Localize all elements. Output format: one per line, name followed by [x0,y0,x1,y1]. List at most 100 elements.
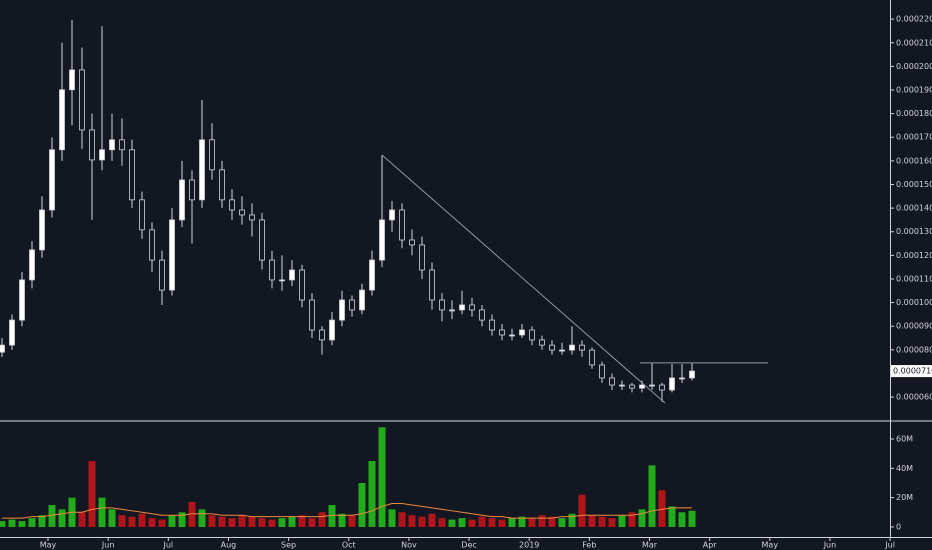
candle-body [39,209,45,251]
volume-bar [188,502,196,527]
volume-bar [548,516,556,527]
volume-bar [678,512,686,527]
candle-body [529,329,535,341]
volume-bar [88,460,96,527]
y-tick-label: 0.00011000 [896,274,932,283]
candle-body [569,344,575,351]
y-tick-label: 0.00009000 [896,322,932,331]
x-tick-label: Aug [221,541,237,550]
x-tick-label: 2019 [519,541,539,550]
candle-body [179,179,185,221]
x-tick-label: Mar [642,541,658,550]
volume-bar [418,516,426,527]
x-tick-label: Jul [884,541,895,550]
volume-bar [298,515,306,527]
volume-bar [518,516,526,527]
x-tick-label: Nov [401,541,417,550]
candle-body [509,334,515,337]
volume-bar [178,512,186,527]
volume-bar [138,513,146,527]
candle-body [279,279,285,282]
candle-body [209,139,215,171]
last-price-label: 0.00007101 [893,367,932,376]
y-tick-label: 0.00006000 [896,393,932,402]
candle-body [99,149,105,161]
volume-bar [398,512,406,527]
candle-body [199,139,205,201]
volume-bar [0,521,6,527]
candle-body [79,69,85,131]
candle-body [49,149,55,211]
candle-body [599,364,605,379]
y-tick-label: 0.00008000 [896,345,932,354]
volume-bar [38,515,46,527]
candle-body [369,259,375,291]
candle-body [149,229,155,261]
x-tick-label: Oct [342,541,356,550]
volume-bar [258,518,266,527]
x-tick-label: Dec [461,541,476,550]
volume-bar [48,504,56,527]
volume-bar [28,518,36,527]
y-tick-label: 0.00017000 [896,133,932,142]
volume-bar [498,519,506,527]
candle-body [119,139,125,151]
volume-bar [208,515,216,527]
x-tick-label: Feb [582,541,596,550]
volume-bar [118,515,126,527]
candle-body [439,299,445,311]
volume-bar [458,518,466,527]
candle-body [489,319,495,331]
candle-body [19,279,25,321]
volume-bar [648,465,656,527]
volume-tick-label: 0 [896,522,901,531]
trendline [381,154,666,404]
candle-body [139,199,145,231]
volume-bar [108,509,116,527]
x-tick-label: Jun [823,541,837,550]
volume-bar [268,519,276,527]
x-tick-label: May [40,541,57,550]
candle-body [419,244,425,271]
volume-bar [568,513,576,527]
volume-bar [488,518,496,527]
candle-body [399,209,405,241]
volume-bar [378,427,386,527]
candle-body [609,377,615,386]
candle-body [629,384,635,389]
volume-bar [18,521,26,527]
volume-bar [98,497,106,527]
volume-bar [428,513,436,527]
candle-body [299,269,305,301]
candle-body [289,269,295,281]
volume-bar [438,518,446,527]
y-tick-label: 0.00022000 [896,15,932,24]
candle-body [129,149,135,201]
candle-body [449,309,455,312]
candle-body [189,179,195,201]
volume-bar [348,515,356,527]
volume-bar [128,516,136,527]
candle-body [679,377,685,380]
y-tick-label: 0.00012000 [896,251,932,260]
candle-body [349,299,355,311]
candle-body [239,209,245,216]
candle-body [0,344,5,353]
candle-body [269,259,275,281]
volume-bar [578,494,586,527]
volume-bar [368,460,376,527]
y-tick-label: 0.00014000 [896,204,932,213]
y-tick-label: 0.00021000 [896,38,932,47]
volume-bar [168,515,176,527]
volume-bar [388,509,396,527]
candle-body [579,344,585,351]
candle-body [249,214,255,221]
candle-body [639,384,645,389]
volume-bar [8,519,16,527]
volume-bar [318,512,326,527]
volume-ma [2,502,692,519]
candle-body [659,384,665,391]
candle-body [359,289,365,311]
candle-body [89,129,95,161]
candle-body [409,239,415,246]
